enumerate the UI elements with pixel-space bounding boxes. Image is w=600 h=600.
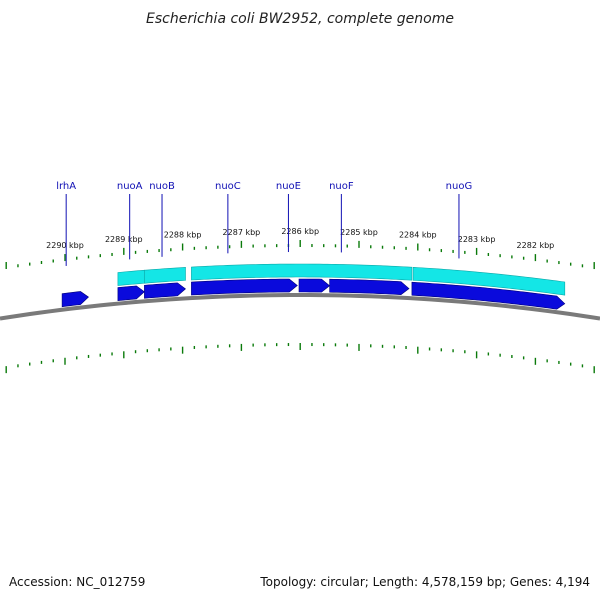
tick-label: 2287 kbp <box>223 228 261 237</box>
cds-band <box>117 269 145 286</box>
tick-label: 2285 kbp <box>340 228 378 237</box>
gene-arrow-nuoE <box>298 278 331 293</box>
gene-label-lrhA: lrhA <box>56 181 76 192</box>
gene-label-nuoG: nuoG <box>446 181 473 192</box>
gene-arrow-nuoB <box>144 282 186 299</box>
tick-label: 2283 kbp <box>458 235 496 244</box>
scale-tick-labels: 2290 kbp 2289 kbp 2288 kbp 2287 kbp 2286 kbp… <box>46 227 554 250</box>
gene-label-nuoC: nuoC <box>215 181 241 192</box>
tick-label: 2288 kbp <box>164 230 202 239</box>
genome-summary: Topology: circular; Length: 4,578,159 bp… <box>259 575 590 589</box>
tick-label: 2289 kbp <box>105 235 143 244</box>
tick-label: 2286 kbp <box>281 227 319 236</box>
gene-labels: lrhA nuoA nuoB nuoC nuoE nuoF nuoG <box>56 181 472 266</box>
gene-label-nuoA: nuoA <box>117 181 143 192</box>
gene-arrow-nuoC <box>191 278 298 296</box>
gene-arrow-lrhA <box>61 291 89 308</box>
outer-scale-ticks <box>5 240 595 270</box>
cds-band <box>191 263 413 281</box>
cds-band <box>144 267 186 284</box>
cds-band-track <box>117 263 566 296</box>
tick-label: 2290 kbp <box>46 241 84 250</box>
gene-arrow-nuoF <box>329 278 410 295</box>
backbone-arc <box>0 292 600 321</box>
gene-arrow-track <box>61 278 566 310</box>
inner-scale-ticks <box>5 343 595 374</box>
gene-label-nuoB: nuoB <box>149 181 175 192</box>
tick-label: 2284 kbp <box>399 231 437 240</box>
genome-backbone <box>0 292 600 321</box>
gene-arrow-nuoG <box>411 281 566 310</box>
map-title: Escherichia coli BW2952, complete genome <box>146 11 454 27</box>
gene-label-nuoF: nuoF <box>329 181 354 192</box>
tick-label: 2282 kbp <box>517 241 555 250</box>
gene-arrow-nuoA <box>117 285 145 301</box>
accession-label: Accession: NC_012759 <box>9 575 145 589</box>
gene-label-nuoE: nuoE <box>276 181 301 192</box>
cds-band <box>412 266 566 296</box>
